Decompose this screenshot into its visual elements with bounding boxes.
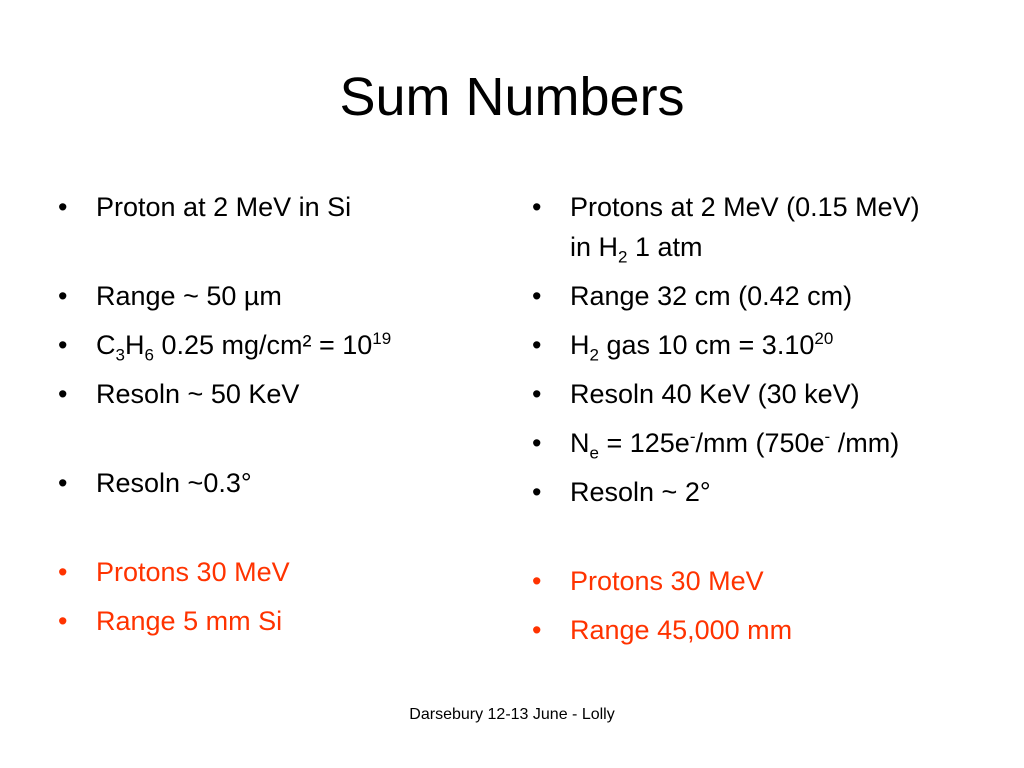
footer: Darsebury 12-13 June - Lolly	[409, 706, 615, 723]
right-column: Protons at 2 MeV (0.15 MeV) in H2 1 atmR…	[532, 187, 1002, 699]
text: Range 5 mm Si	[96, 606, 283, 636]
text: Range 32 cm (0.42 cm)	[570, 281, 853, 311]
text: Protons at 2 MeV (0.15 MeV) in H	[570, 192, 920, 262]
text: /mm)	[830, 428, 900, 458]
bullet-group: Range ~ 50 µm C3H6 0.25 mg/cm² = 1019 Reso…	[58, 276, 498, 414]
subscript: 6	[144, 345, 154, 365]
text: /mm (750e	[695, 428, 825, 458]
bullet-item: Protons 30 MeV	[532, 561, 930, 601]
text: Resoln ~0.3°	[96, 468, 252, 498]
text: H	[570, 330, 590, 360]
bullet-item: Range 45,000 mm	[532, 610, 930, 650]
subscript: 3	[115, 345, 125, 365]
text: C	[96, 330, 116, 360]
bullet-group: Protons at 2 MeV (0.15 MeV) in H2 1 atmR…	[532, 187, 1002, 512]
text: = 125e	[598, 428, 690, 458]
text: 1 atm	[627, 232, 703, 262]
bullet-item: C3H6 0.25 mg/cm² = 1019	[58, 325, 498, 365]
subscript: e	[589, 443, 599, 463]
text: Resoln 40 KeV (30 keV)	[570, 379, 860, 409]
subscript: 2	[589, 345, 599, 365]
text: Range 45,000 mm	[570, 615, 793, 645]
subscript: 2	[618, 247, 628, 267]
bullet-item: H2 gas 10 cm = 3.1020	[532, 325, 930, 365]
bullet-item: Resoln ~ 2°	[532, 472, 930, 512]
bullet-item: Proton at 2 MeV in Si	[58, 187, 498, 227]
superscript: -	[689, 427, 696, 446]
bullet-item: Range 32 cm (0.42 cm)	[532, 276, 930, 316]
bullet-item: Resoln ~ 50 KeV	[58, 374, 498, 414]
bullet-item: Resoln ~0.3°	[58, 463, 498, 503]
text: Resoln ~ 50 KeV	[96, 379, 300, 409]
text: Protons 30 MeV	[570, 566, 764, 596]
bullet-item: Resoln 40 KeV (30 keV)	[532, 374, 930, 414]
superscript: -	[824, 427, 831, 446]
text: Range ~ 50 µm	[96, 281, 282, 311]
text: Protons 30 MeV	[96, 557, 290, 587]
text: N	[570, 428, 590, 458]
text: Resoln ~ 2°	[570, 477, 711, 507]
bullet-group: Proton at 2 MeV in Si	[58, 187, 498, 227]
bullet-group: Protons 30 MeV Range 45,000 mm	[532, 561, 1002, 650]
bullet-item: Protons 30 MeV	[58, 552, 498, 592]
bullet-item: Range 5 mm Si	[58, 601, 498, 641]
slide-title: Sum Numbers	[339, 67, 685, 127]
bullet-item: Ne = 125e-/mm (750e- /mm)	[532, 423, 930, 463]
text: H	[124, 330, 145, 360]
text: gas 10 cm = 3.10	[598, 330, 815, 360]
left-column: Proton at 2 MeV in Si Range ~ 50 µm C3H6 0…	[58, 187, 498, 690]
bullet-item: Range ~ 50 µm	[58, 276, 498, 316]
bullet-item: Protons at 2 MeV (0.15 MeV) in H2 1 atm	[532, 187, 930, 267]
bullet-group: Resoln ~0.3°	[58, 463, 498, 503]
bullet-group: Protons 30 MeV Range 5 mm Si	[58, 552, 498, 641]
text: Proton at 2 MeV in Si	[96, 192, 352, 222]
text: 0.25 mg/cm² = 10	[153, 330, 373, 360]
superscript: 19	[372, 329, 392, 348]
superscript: 20	[814, 329, 834, 348]
